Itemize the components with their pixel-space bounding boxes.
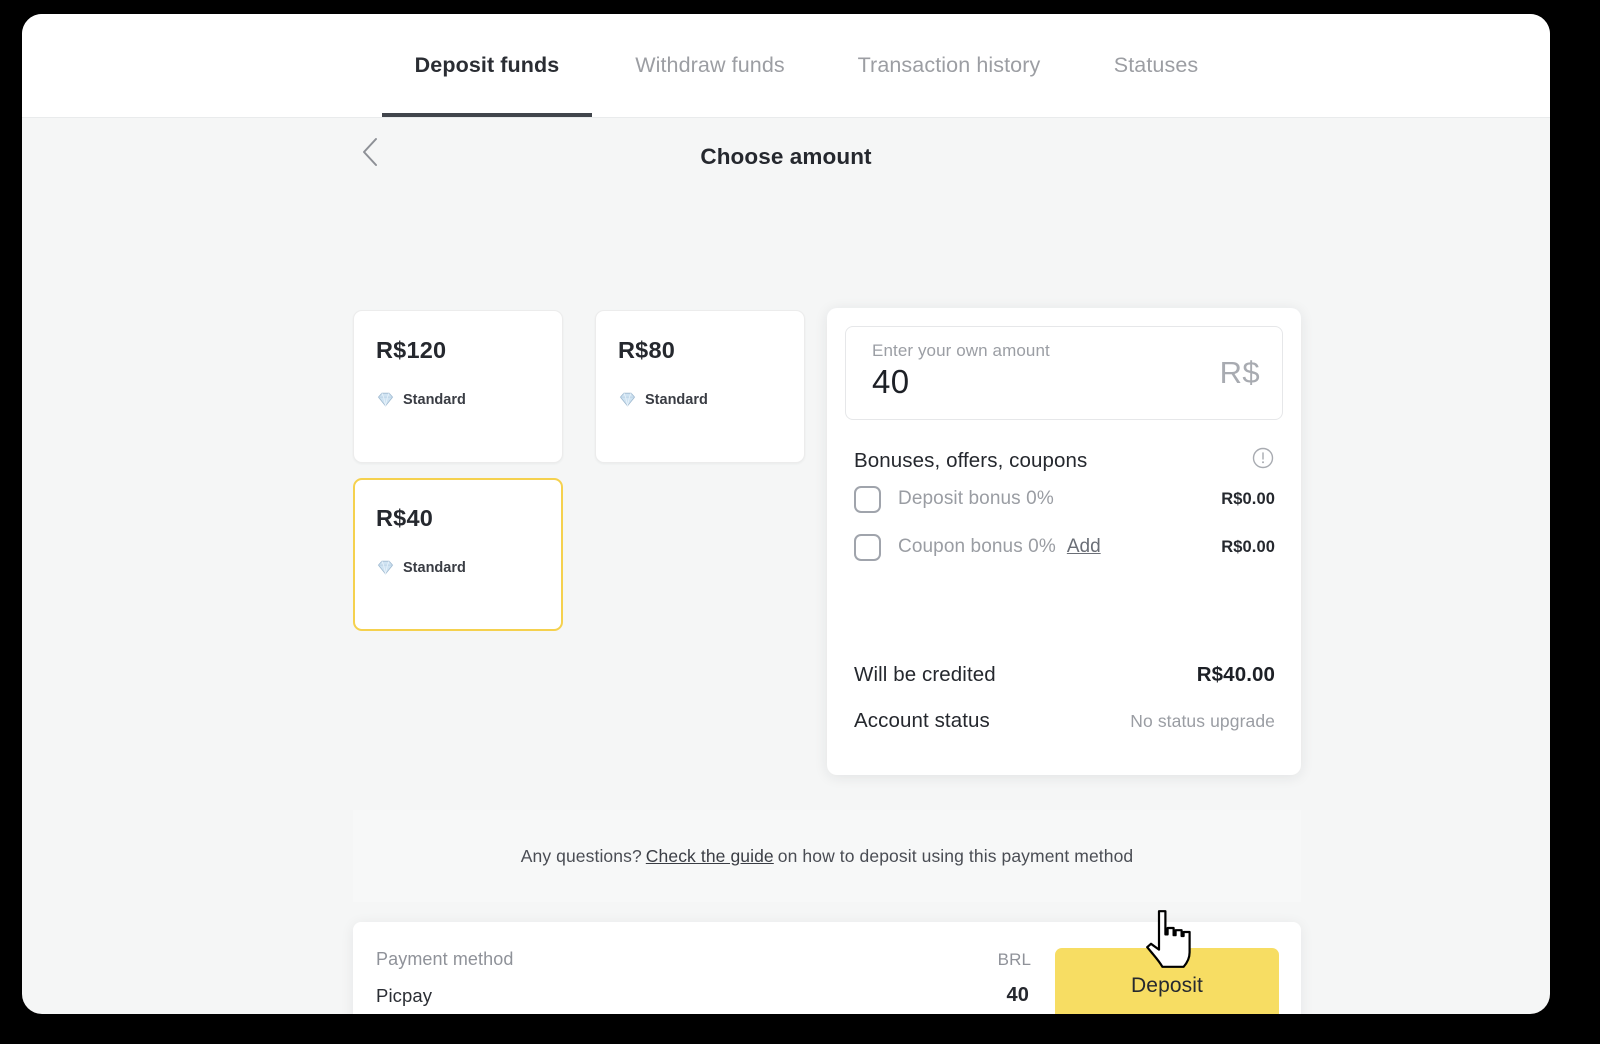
bonus-amount: R$0.00 — [1221, 489, 1275, 508]
bonuses-header: Bonuses, offers, coupons — [845, 446, 1283, 475]
currency-suffix: R$ — [1219, 355, 1260, 390]
deposit-summary-panel: Enter your own amount 40 R$ Bonuses, off… — [827, 308, 1301, 775]
custom-amount-placeholder: Enter your own amount — [872, 341, 1050, 360]
main-content: R$120 Standard R$80 — [22, 200, 1550, 1014]
gem-icon — [376, 390, 395, 409]
bonuses-title: Bonuses, offers, coupons — [854, 448, 1088, 472]
total-row-account-status: Account status No status upgrade — [854, 709, 1275, 755]
bonus-amount: R$0.00 — [1221, 537, 1275, 556]
app-window: Deposit funds Withdraw funds Transaction… — [22, 14, 1550, 1014]
amount-card-tier: Standard — [376, 558, 561, 577]
total-value: R$40.00 — [1196, 663, 1275, 686]
payment-method-label: Payment method — [376, 949, 514, 969]
guide-suffix: on how to deposit using this payment met… — [777, 845, 1134, 866]
amount-card-tier: Standard — [376, 390, 562, 409]
total-label: Will be credited — [854, 663, 996, 686]
total-label: Account status — [854, 709, 990, 732]
amount-card-80[interactable]: R$80 Standard — [595, 310, 805, 463]
bonus-row-deposit: Deposit bonus 0% R$0.00 — [845, 475, 1283, 523]
tier-label: Standard — [403, 391, 466, 408]
tier-label: Standard — [645, 391, 708, 408]
amount-card-120[interactable]: R$120 Standard — [353, 310, 563, 463]
tab-withdraw-funds[interactable]: Withdraw funds — [606, 14, 814, 117]
page-title: Choose amount — [700, 144, 872, 169]
tab-bar: Deposit funds Withdraw funds Transaction… — [22, 14, 1550, 118]
custom-amount-value: 40 — [872, 363, 910, 400]
currency-amount: 40 — [1006, 984, 1029, 1006]
gem-icon — [618, 390, 637, 409]
tab-label: Statuses — [1113, 52, 1199, 77]
tab-statuses[interactable]: Statuses — [1088, 14, 1224, 117]
amount-card-40[interactable]: R$40 Standard — [353, 478, 563, 631]
guide-strip: Any questions? Check the guide on how to… — [353, 810, 1301, 902]
tab-transaction-history[interactable]: Transaction history — [840, 14, 1058, 117]
gem-icon — [376, 558, 395, 577]
currency-label: BRL — [997, 950, 1031, 969]
page-header: Choose amount — [22, 118, 1550, 200]
add-coupon-link[interactable]: Add — [1066, 536, 1101, 557]
tab-label: Withdraw funds — [635, 52, 785, 77]
back-button[interactable] — [346, 128, 394, 176]
payment-method-name[interactable]: Picpay — [376, 985, 433, 1006]
bonus-label: Coupon bonus 0% — [898, 536, 1056, 557]
amount-card-value: R$120 — [376, 337, 447, 363]
amount-card-grid: R$120 Standard R$80 — [353, 310, 823, 631]
amount-card-value: R$80 — [618, 337, 675, 363]
tab-label: Transaction history — [857, 52, 1041, 77]
chevron-left-icon — [361, 137, 379, 167]
total-row-credited: Will be credited R$40.00 — [854, 663, 1275, 709]
payment-bar: Payment method Picpay BRL 40 Deposit — [353, 922, 1301, 1014]
deposit-bonus-checkbox[interactable] — [854, 485, 881, 513]
tier-label: Standard — [403, 559, 466, 576]
tab-label: Deposit funds — [414, 52, 560, 77]
total-value: No status upgrade — [1130, 711, 1275, 731]
amount-card-value: R$40 — [376, 505, 433, 531]
check-the-guide-link[interactable]: Check the guide — [645, 845, 774, 866]
custom-amount-input[interactable]: Enter your own amount 40 R$ — [845, 326, 1283, 420]
info-circle-icon[interactable] — [1251, 446, 1275, 475]
coupon-bonus-checkbox[interactable] — [854, 533, 881, 561]
deposit-button[interactable]: Deposit — [1055, 948, 1279, 1014]
amount-card-tier: Standard — [618, 390, 804, 409]
bonus-label: Deposit bonus 0% — [898, 488, 1054, 509]
bonus-row-coupon: Coupon bonus 0% Add R$0.00 — [845, 523, 1283, 571]
totals-section: Will be credited R$40.00 Account status … — [845, 663, 1283, 755]
tab-deposit-funds[interactable]: Deposit funds — [382, 14, 592, 117]
guide-prefix: Any questions? — [520, 845, 642, 866]
